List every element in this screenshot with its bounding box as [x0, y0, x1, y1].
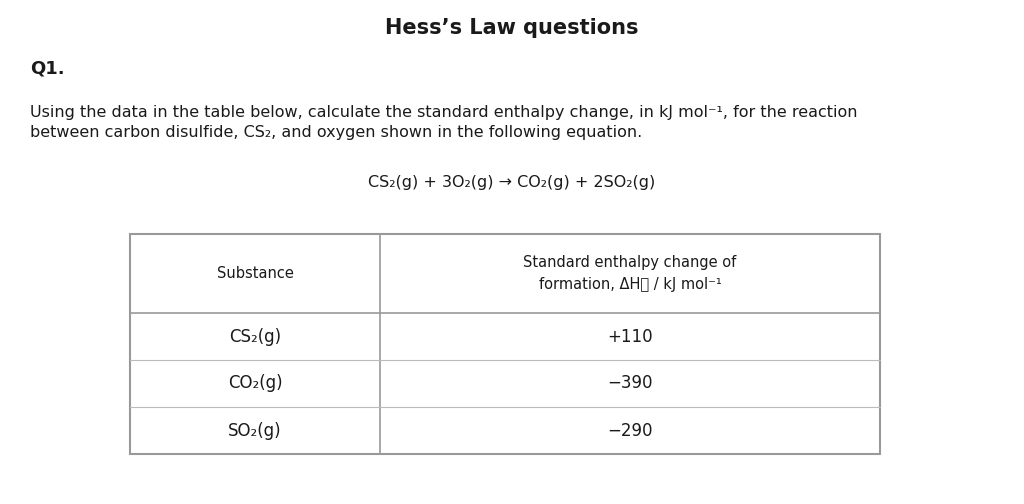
Text: +110: +110	[607, 328, 653, 346]
Text: CS₂(g): CS₂(g)	[229, 328, 281, 346]
Text: −290: −290	[607, 421, 652, 439]
Text: SO₂(g): SO₂(g)	[228, 421, 282, 439]
Text: Q1.: Q1.	[30, 60, 65, 78]
Text: formation, ΔH⍩ / kJ mol⁻¹: formation, ΔH⍩ / kJ mol⁻¹	[539, 277, 721, 292]
Text: CO₂(g): CO₂(g)	[227, 374, 283, 393]
Text: between carbon disulfide, CS₂, and oxygen shown in the following equation.: between carbon disulfide, CS₂, and oxyge…	[30, 125, 642, 140]
Bar	[130, 234, 880, 454]
Text: Substance: Substance	[216, 266, 294, 281]
Text: CS₂(g) + 3O₂(g) → CO₂(g) + 2SO₂(g): CS₂(g) + 3O₂(g) → CO₂(g) + 2SO₂(g)	[369, 175, 655, 190]
Text: Standard enthalpy change of: Standard enthalpy change of	[523, 255, 736, 270]
Text: −390: −390	[607, 374, 652, 393]
Text: Hess’s Law questions: Hess’s Law questions	[385, 18, 639, 38]
Text: Using the data in the table below, calculate the standard enthalpy change, in kJ: Using the data in the table below, calcu…	[30, 105, 857, 120]
